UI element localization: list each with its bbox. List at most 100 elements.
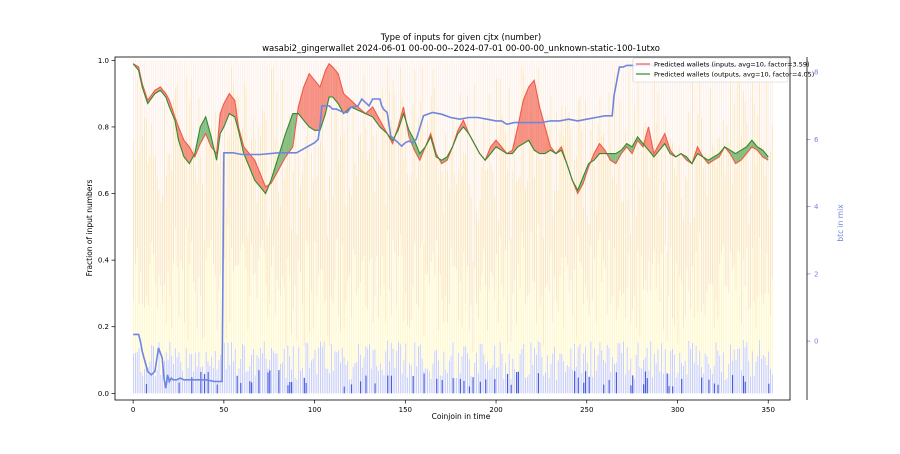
bar-mid-band bbox=[198, 97, 200, 278]
bar-bottom-band bbox=[160, 374, 162, 394]
bar-low-band bbox=[717, 318, 719, 351]
bar-top-band bbox=[220, 60, 222, 151]
bar-low-band bbox=[632, 309, 634, 376]
bar-bottom-band bbox=[205, 351, 207, 394]
bar-mid-band bbox=[330, 102, 332, 298]
bar-low-band bbox=[579, 262, 581, 344]
bar-dark-marker bbox=[191, 377, 193, 394]
bar-top-band bbox=[697, 60, 699, 114]
bar-bottom-band bbox=[635, 355, 637, 394]
bar-top-band bbox=[347, 60, 349, 107]
bar-bottom-band bbox=[265, 358, 267, 394]
bar-bottom-band bbox=[467, 353, 468, 394]
bar-dark-marker bbox=[632, 375, 634, 394]
bar-low-band bbox=[623, 293, 624, 342]
bar-top-band bbox=[711, 60, 713, 146]
bar-low-band bbox=[171, 327, 173, 356]
bar-bottom-band bbox=[461, 356, 463, 394]
bar-low-band bbox=[203, 337, 205, 377]
bar-top-band bbox=[750, 60, 751, 195]
bar-bottom-band bbox=[276, 353, 278, 394]
bar-low-band bbox=[278, 289, 280, 379]
bar-mid-band bbox=[307, 119, 309, 244]
x-tick-label: 0 bbox=[131, 406, 135, 414]
bar-top-band bbox=[485, 60, 487, 172]
bar-bottom-band bbox=[465, 346, 467, 394]
bar-low-band bbox=[383, 285, 385, 376]
bar-mid-band bbox=[717, 139, 719, 319]
bar-bottom-band bbox=[416, 366, 418, 394]
bar-bottom-band bbox=[684, 360, 686, 394]
bar-mid-band bbox=[481, 166, 483, 274]
bar-bottom-band bbox=[568, 366, 570, 394]
bar-top-band bbox=[626, 60, 628, 201]
bar-top-band bbox=[552, 60, 554, 215]
bar-bottom-band bbox=[307, 343, 309, 394]
bar-bottom-band bbox=[439, 375, 441, 394]
bar-top-band bbox=[579, 60, 581, 97]
bar-bottom-band bbox=[659, 371, 661, 394]
bar-top-band bbox=[770, 60, 771, 151]
bar-bottom-band bbox=[601, 350, 603, 394]
bar-low-band bbox=[450, 247, 452, 357]
bar-low-band bbox=[722, 245, 724, 353]
bar-low-band bbox=[728, 292, 730, 365]
bar-bottom-band bbox=[305, 342, 307, 394]
bar-top-band bbox=[664, 60, 666, 116]
bar-mid-band bbox=[278, 192, 280, 290]
bar-mid-band bbox=[412, 104, 414, 287]
bar-low-band bbox=[242, 242, 243, 344]
bar-mid-band bbox=[272, 66, 274, 247]
bar-mid-band bbox=[755, 165, 757, 329]
bar-low-band bbox=[180, 260, 182, 362]
bar-bottom-band bbox=[191, 353, 193, 394]
bar-top-band bbox=[214, 60, 216, 112]
bar-mid-band bbox=[632, 136, 634, 310]
bar-mid-band bbox=[454, 174, 456, 267]
bar-low-band bbox=[517, 264, 519, 371]
bar-mid-band bbox=[169, 152, 171, 297]
bar-low-band bbox=[338, 314, 340, 351]
bar-dark-marker bbox=[506, 374, 509, 394]
bar-bottom-band bbox=[165, 352, 167, 394]
fill-between-segment bbox=[372, 106, 380, 127]
bar-mid-band bbox=[644, 121, 646, 281]
bar-top-band bbox=[735, 60, 737, 168]
bar-dark-marker bbox=[291, 381, 293, 394]
bar-top-band bbox=[548, 60, 550, 129]
bar-mid-band bbox=[338, 161, 340, 315]
bar-mid-band bbox=[726, 126, 728, 287]
bar-low-band bbox=[238, 265, 240, 369]
bar-bottom-band bbox=[301, 367, 303, 394]
bar-mid-band bbox=[701, 117, 702, 312]
bar-top-band bbox=[416, 60, 418, 179]
bar-low-band bbox=[223, 258, 225, 343]
bar-top-band bbox=[167, 60, 169, 154]
bar-bottom-band bbox=[668, 373, 670, 394]
bar-mid-band bbox=[579, 96, 581, 263]
bar-mid-band bbox=[746, 122, 748, 248]
bar-top-band bbox=[173, 60, 174, 100]
bar-bottom-band bbox=[672, 348, 673, 394]
bar-mid-band bbox=[554, 190, 556, 277]
bar-bottom-band bbox=[612, 356, 614, 394]
bar-mid-band bbox=[670, 138, 672, 247]
bar-top-band bbox=[176, 60, 178, 85]
bar-top-band bbox=[410, 60, 412, 175]
bar-bottom-band bbox=[526, 376, 528, 394]
bar-bottom-band bbox=[463, 346, 465, 394]
bar-bottom-band bbox=[535, 354, 537, 394]
bar-top-band bbox=[619, 60, 621, 101]
bar-top-band bbox=[388, 60, 390, 92]
plot-frame bbox=[114, 56, 791, 401]
fill-between-segment bbox=[414, 140, 420, 161]
bar-mid-band bbox=[276, 91, 278, 281]
bar-bottom-band bbox=[220, 354, 222, 394]
bar-mid-band bbox=[329, 174, 331, 347]
bar-low-band bbox=[292, 309, 294, 347]
bar-bottom-band bbox=[401, 373, 403, 394]
fill-between-segment bbox=[365, 106, 373, 117]
bar-low-band bbox=[298, 259, 300, 348]
bar-top-band bbox=[702, 60, 704, 169]
bar-mid-band bbox=[639, 190, 641, 337]
